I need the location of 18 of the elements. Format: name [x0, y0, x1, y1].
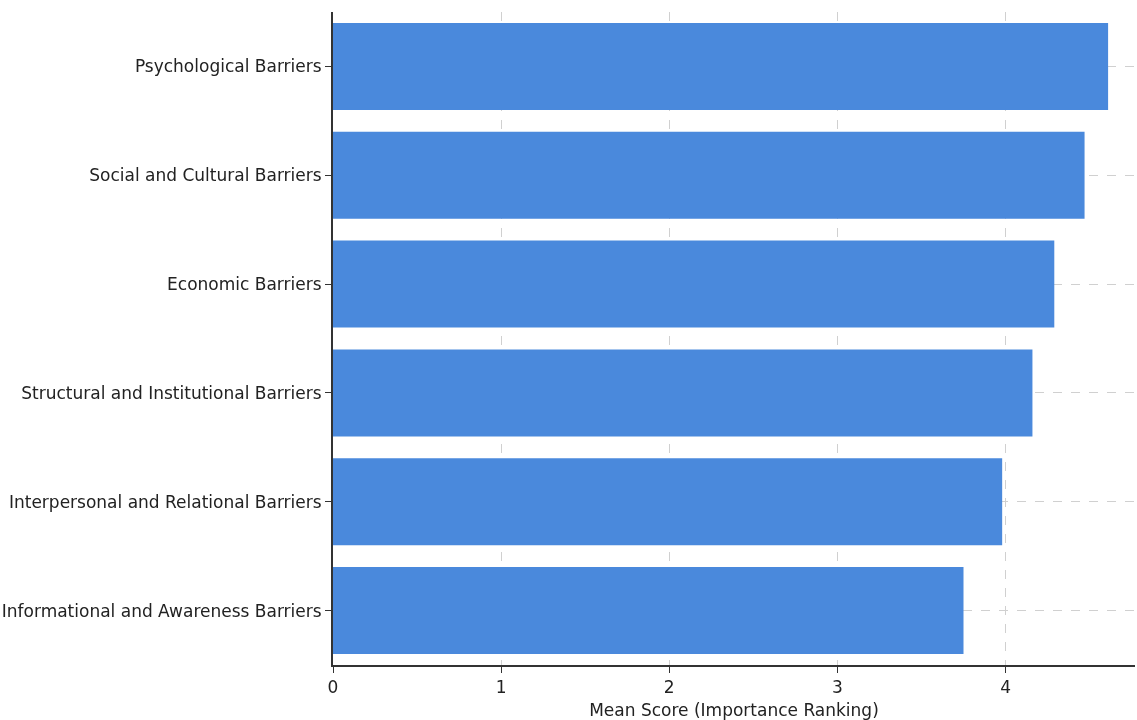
y-tick-label: Psychological Barriers [134, 56, 322, 77]
x-tick-label: 1 [495, 677, 507, 698]
bar [333, 567, 964, 655]
bar [333, 240, 1055, 328]
y-tick-label: Social and Cultural Barriers [89, 165, 322, 186]
y-tick-label: Structural and Institutional Barriers [21, 382, 322, 403]
bar [333, 22, 1109, 110]
x-tick-label: 3 [831, 677, 843, 698]
y-tick-label: Interpersonal and Relational Barriers [8, 491, 322, 512]
x-axis-title: Mean Score (Importance Ranking) [589, 700, 879, 720]
x-tick-label: 0 [327, 677, 339, 698]
bar [333, 349, 1033, 437]
bar [333, 131, 1085, 219]
x-tick-label: 4 [1000, 677, 1011, 698]
x-tick-label: 2 [663, 677, 675, 698]
y-tick-label: Economic Barriers [167, 274, 322, 295]
y-tick-label: Informational and Awareness Barriers [1, 600, 322, 621]
bar [333, 458, 1003, 546]
